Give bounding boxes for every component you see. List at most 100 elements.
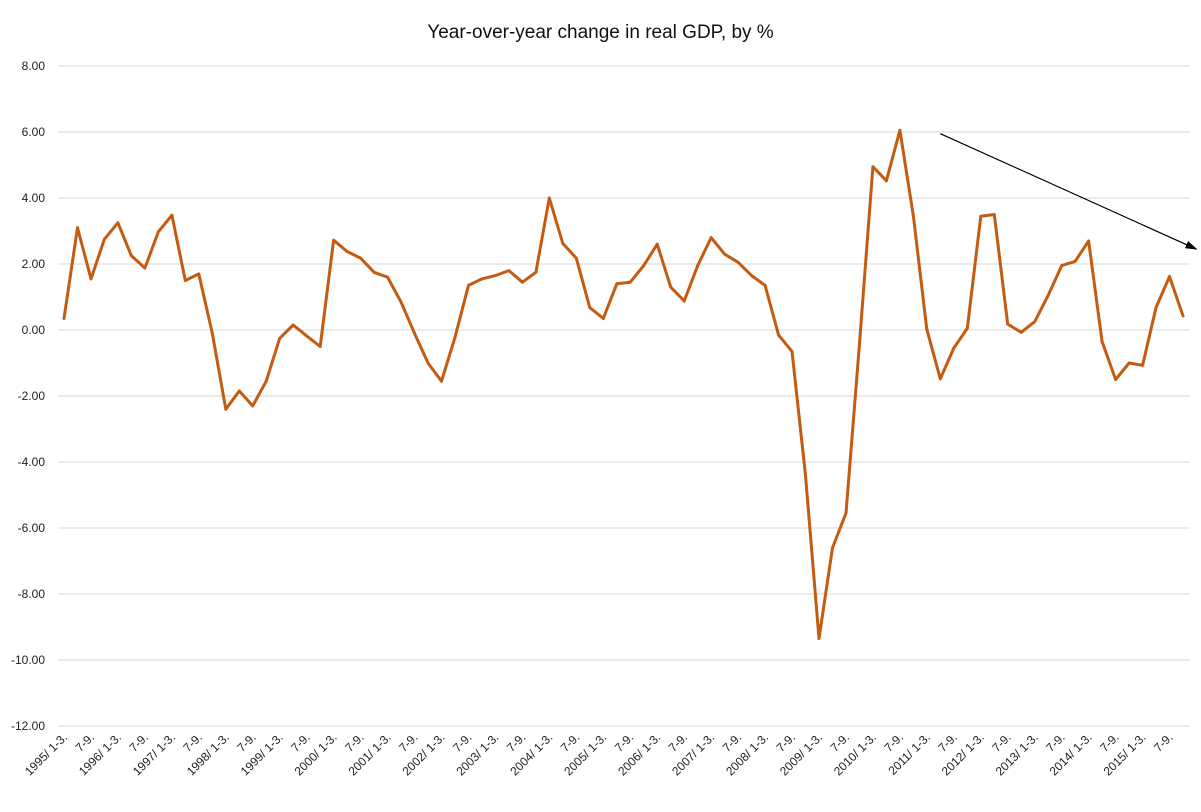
data-point [507,269,511,272]
y-tick-label: -12.00 [11,719,45,733]
y-tick-label: -10.00 [11,653,45,667]
data-point [345,250,349,253]
data-point [62,317,66,320]
data-point [628,280,632,284]
series-line [62,128,1185,640]
data-point [103,237,106,241]
y-axis-ticks: 8.00 6.00 4.00 2.00 0.00 -2.00 -4.00 -6.00 -8.00… [11,59,45,733]
data-point [1006,322,1010,326]
data-point [1073,260,1077,263]
data-point [1087,239,1090,243]
data-point [871,165,875,169]
data-point [130,254,133,258]
data-point [1181,314,1185,318]
data-point [170,213,174,217]
data-point [763,284,767,287]
data-point [1046,293,1050,297]
data-point [979,214,983,218]
data-point [965,326,969,330]
y-tick-label: 0.00 [22,323,46,337]
data-point [750,274,753,277]
data-point [1127,361,1131,365]
y-tick-label: -4.00 [18,455,46,469]
data-point [655,242,659,246]
y-tick-label: 8.00 [22,59,46,73]
trend-arrow [940,133,1198,250]
data-point [1033,320,1037,324]
data-point [291,323,295,327]
data-point [372,270,376,274]
y-tick-label: -6.00 [18,521,46,535]
data-point [844,511,848,515]
y-tick-label: -8.00 [18,587,46,601]
y-tick-label: 6.00 [22,125,46,139]
data-point [359,256,362,260]
data-point [453,335,457,339]
data-point [898,128,902,132]
data-point [251,404,255,408]
data-point [197,272,201,276]
annotation-layer [940,133,1198,250]
series-layer [62,128,1185,640]
data-point [669,285,673,289]
data-point [1154,306,1158,309]
y-tick-label: 4.00 [22,191,46,205]
data-point [1114,378,1117,381]
data-point [76,226,79,230]
data-point [790,350,794,353]
data-point [858,343,861,347]
data-point [426,361,430,365]
data-point [399,300,403,304]
data-point [804,473,807,477]
y-tick-label: 2.00 [22,257,46,271]
data-point [318,345,322,348]
data-point [157,230,160,234]
data-point [278,336,282,340]
data-point [952,346,956,350]
data-point [264,379,268,383]
data-point [224,407,228,411]
gridlines [58,65,1190,727]
data-point [1141,363,1144,367]
data-point [1060,264,1064,267]
data-point [480,277,484,281]
data-point [696,264,700,267]
data-point [601,317,605,320]
chart-title: Year-over-year change in real GDP, by % [427,22,774,43]
data-point [116,221,120,225]
data-point [1100,340,1104,343]
data-point [305,334,309,338]
y-tick-label: -2.00 [18,389,46,403]
data-point [237,389,241,393]
data-point [736,260,740,264]
data-point [534,270,538,274]
data-point [642,264,646,267]
data-point [885,179,888,183]
data-point [210,331,214,335]
data-point [547,196,551,200]
data-point [588,306,592,309]
data-point [494,274,497,277]
data-point [89,277,93,281]
data-point [332,238,335,242]
data-point [521,280,524,284]
x-axis-ticks: 1995/ 1-3. 7-9.1996/ 1-3. 7-9.1997/ 1-3. 7-… [22,730,1176,778]
data-point [817,637,821,640]
data-point [912,214,915,218]
data-point [938,377,942,381]
data-point [143,266,147,270]
x-tick-label: 1995/ 1-3. [22,730,70,778]
data-point [574,256,578,260]
data-point [386,275,389,279]
data-point [413,331,416,335]
data-point [1168,275,1171,278]
data-point [709,236,713,240]
data-point [723,252,726,256]
x-tick-label: 7-9. [1151,730,1176,755]
data-point [831,546,834,550]
data-point [183,279,187,282]
data-point [777,333,780,337]
data-point [561,242,565,245]
